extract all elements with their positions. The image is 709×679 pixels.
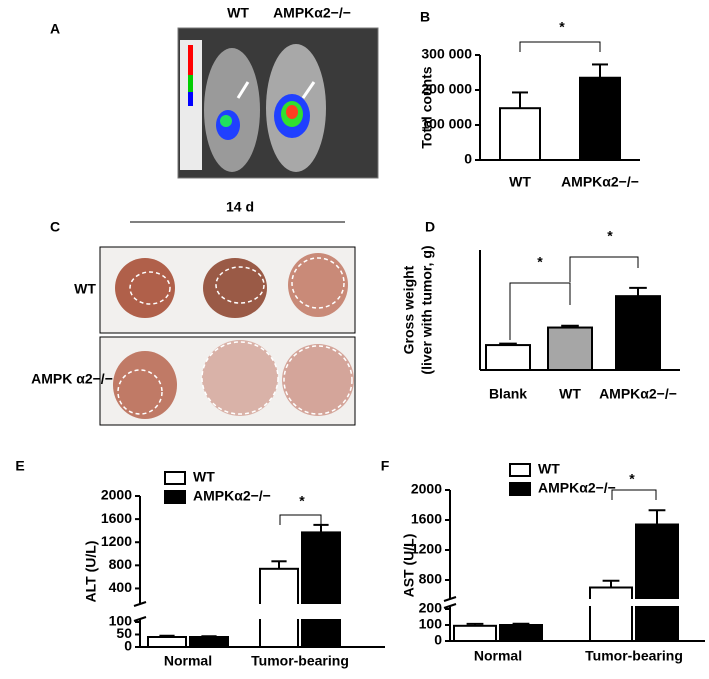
y-tick-label: 1600 — [101, 510, 132, 526]
panel-label: E — [15, 458, 24, 474]
legend-swatch — [509, 482, 531, 496]
y-tick-label: 400 — [109, 579, 133, 595]
significance-label: * — [537, 254, 543, 270]
y-tick-label: 800 — [419, 571, 443, 587]
bar — [635, 523, 679, 642]
x-tick-label: AMPKα2−/− — [599, 386, 677, 402]
bar — [499, 624, 543, 642]
bar — [589, 586, 633, 642]
y-axis-label: Total counts — [419, 66, 435, 148]
image-title: 14 d — [226, 199, 254, 215]
break-mark — [443, 596, 457, 602]
bar — [547, 326, 593, 371]
y-tick-label: 100 — [109, 613, 133, 629]
bar — [301, 531, 341, 649]
y-tick-label: 0 — [464, 151, 472, 167]
image-label: WT — [227, 5, 249, 21]
x-tick-label: Normal — [164, 653, 212, 669]
y-tick-label: 0 — [124, 638, 132, 654]
significance-bracket — [611, 489, 657, 500]
panel-label: A — [50, 21, 60, 37]
legend-label: AMPKα2−/− — [193, 488, 271, 504]
y-tick-label: 300 000 — [421, 46, 472, 62]
break-mark — [133, 601, 147, 607]
break-mark — [133, 616, 147, 622]
bioluminescence-photo — [177, 27, 379, 179]
y-axis-label: (liver with tumor, g) — [419, 245, 435, 374]
y-tick-label: 0 — [434, 632, 442, 648]
break-mark — [443, 603, 457, 609]
x-tick-label: Tumor-bearing — [585, 648, 683, 664]
y-tick-label: 2000 — [411, 481, 442, 497]
y-tick-label: 1200 — [101, 533, 132, 549]
legend-swatch — [509, 463, 531, 477]
y-tick-label: 200 — [419, 600, 443, 616]
bar — [147, 636, 187, 648]
axis-break — [442, 599, 705, 606]
x-tick-label: Normal — [474, 648, 522, 664]
y-tick-label: 200 000 — [421, 81, 472, 97]
panel-label: F — [381, 458, 390, 474]
significance-bracket — [509, 282, 571, 340]
x-tick-label: AMPKα2−/− — [561, 174, 639, 190]
x-tick-label: Blank — [489, 386, 527, 402]
y-axis-label: AST (U/L) — [401, 534, 417, 598]
y-tick-label: 100 — [419, 616, 443, 632]
bar — [499, 107, 541, 161]
significance-label: * — [299, 493, 305, 509]
panel-label: B — [420, 9, 430, 25]
significance-label: * — [559, 19, 565, 35]
bar — [189, 636, 229, 648]
panel-label: C — [50, 219, 60, 235]
y-axis-label: Gross weight — [401, 265, 417, 354]
y-tick-label: 800 — [109, 556, 133, 572]
legend-label: WT — [193, 469, 215, 485]
y-tick-label: 1200 — [411, 541, 442, 557]
bar — [453, 624, 497, 642]
image-label: AMPKα2−/− — [273, 5, 351, 21]
panel-label: D — [425, 219, 435, 235]
legend-swatch — [164, 471, 186, 485]
y-tick-label: 50 — [116, 625, 132, 641]
liver-photo — [99, 221, 356, 426]
significance-label: * — [607, 228, 613, 244]
significance-bracket — [279, 514, 322, 525]
bar — [579, 76, 621, 161]
y-tick-label: 2000 — [101, 487, 132, 503]
y-tick-label: 1600 — [411, 511, 442, 527]
significance-bracket — [519, 41, 601, 52]
row-label: WT — [74, 281, 96, 297]
row-label: AMPK α2−/− — [31, 371, 113, 387]
y-axis-label: ALT (U/L) — [83, 541, 99, 603]
x-tick-label: WT — [509, 174, 531, 190]
x-tick-label: Tumor-bearing — [251, 653, 349, 669]
legend-label: WT — [538, 461, 560, 477]
x-tick-label: WT — [559, 386, 581, 402]
axis-break — [132, 604, 385, 619]
significance-bracket — [569, 256, 639, 282]
legend-label: AMPKα2−/− — [538, 480, 616, 496]
legend-swatch — [164, 490, 186, 504]
bar — [485, 344, 531, 372]
bar — [615, 295, 661, 371]
significance-label: * — [629, 471, 635, 487]
y-tick-label: 100 000 — [421, 116, 472, 132]
